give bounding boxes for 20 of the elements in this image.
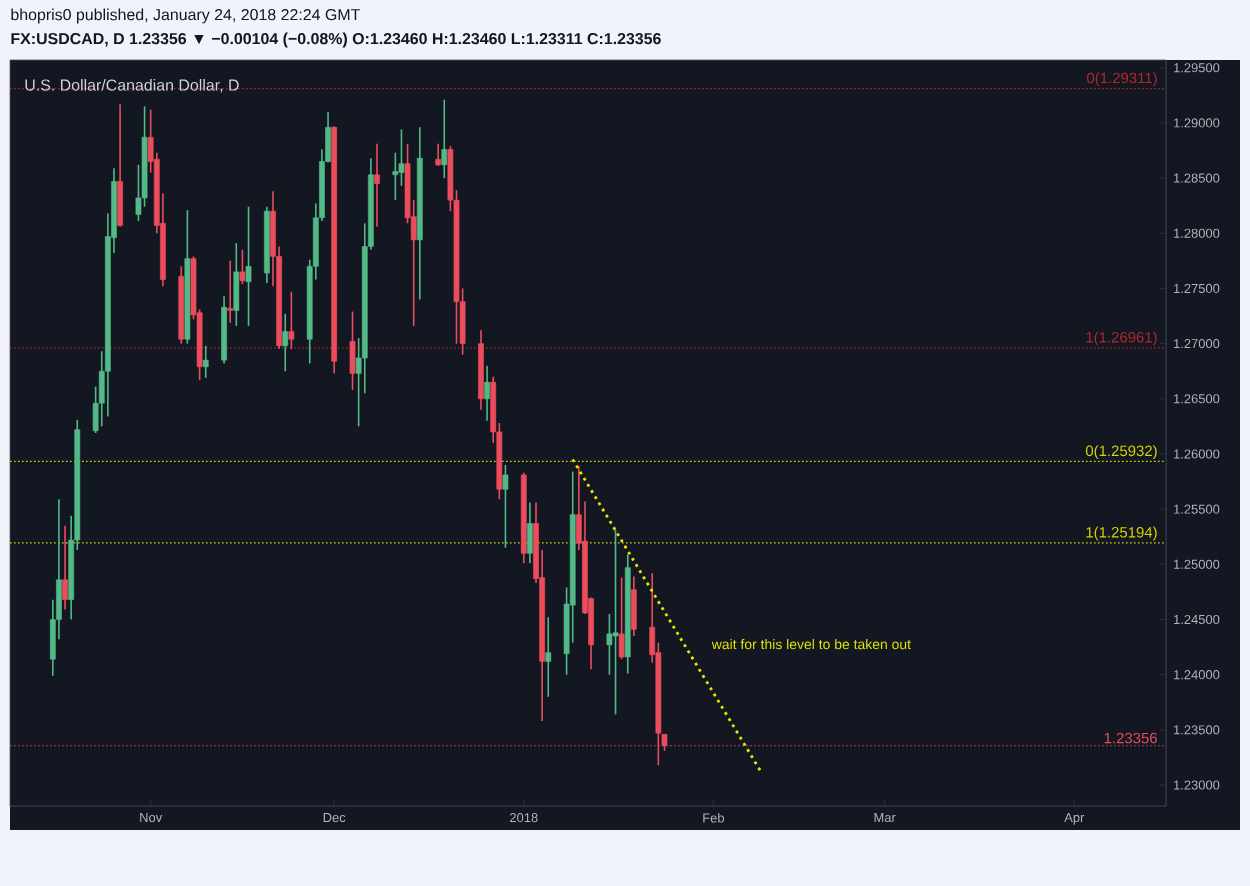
candlestick <box>441 98 448 179</box>
candlestick <box>239 249 246 285</box>
candlestick <box>349 310 356 391</box>
candlestick <box>62 524 68 611</box>
candlestick <box>288 290 295 350</box>
candlestick <box>435 143 442 167</box>
candlestick <box>202 345 209 379</box>
candlestick <box>374 143 380 228</box>
candlestick <box>618 576 625 661</box>
candlestick <box>484 364 490 422</box>
candlestick <box>245 205 252 327</box>
candlestick <box>502 464 509 549</box>
candlestick <box>233 242 240 327</box>
candlestick <box>227 260 234 324</box>
candlestick <box>117 103 123 228</box>
candlestick <box>282 313 289 372</box>
candlestick <box>527 501 533 565</box>
candlestick <box>631 575 637 637</box>
candlestick <box>545 616 552 698</box>
candlestick <box>612 529 619 716</box>
